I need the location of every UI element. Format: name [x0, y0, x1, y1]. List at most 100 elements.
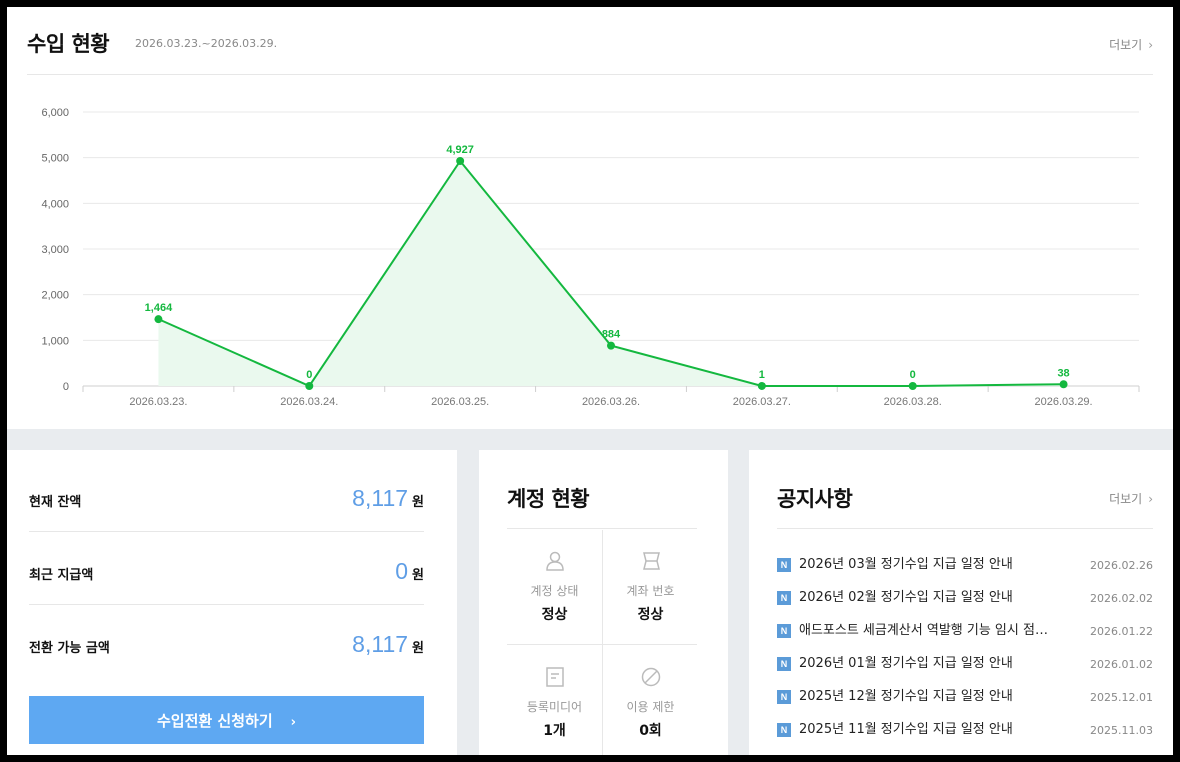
account-cell-label: 이용 제한: [626, 700, 675, 714]
account-cell-label: 계정 상태: [530, 584, 579, 598]
x-tick-label: 2026.03.26.: [582, 396, 640, 408]
card-icon: [642, 552, 660, 570]
x-tick-label: 2026.03.28.: [884, 396, 942, 408]
notice-date: 2026.02.26: [1090, 559, 1153, 572]
notice-more-link[interactable]: 더보기 ›: [1109, 490, 1153, 507]
prohibited-icon: [641, 667, 660, 687]
more-label: 더보기: [1109, 38, 1143, 52]
divider: [27, 74, 1153, 75]
notice-text: 2026년 03월 정기수입 지급 일정 안내: [799, 557, 1013, 572]
x-tick-label: 2026.03.25.: [431, 396, 489, 408]
data-label: 38: [1057, 367, 1069, 379]
balance-row-current: 현재 잔액 8,117 원: [29, 459, 424, 532]
balance-unit: 원: [412, 568, 424, 583]
account-cell-status: 계정 상태 정상: [507, 530, 602, 645]
balance-value: 8,117: [352, 631, 409, 657]
chevron-right-icon: ›: [290, 714, 296, 730]
y-tick-label: 5,000: [41, 153, 69, 165]
divider: [777, 528, 1153, 529]
y-tick-label: 3,000: [41, 244, 69, 256]
balance-unit: 원: [412, 641, 424, 656]
account-cell-value: 정상: [637, 607, 664, 623]
convert-revenue-button[interactable]: 수입전환 신청하기 ›: [29, 696, 424, 744]
data-label: 4,927: [446, 144, 474, 156]
account-cell-label: 계좌 번호: [626, 584, 675, 598]
y-tick-label: 2,000: [41, 290, 69, 302]
user-icon: [545, 551, 564, 571]
balance-label: 전환 가능 금액: [29, 641, 110, 656]
data-point: [456, 157, 465, 166]
account-cell-value: 정상: [541, 607, 568, 623]
balance-row-convertible: 전환 가능 금액 8,117 원: [29, 605, 424, 678]
balance-label: 현재 잔액: [29, 495, 82, 510]
notice-date: 2025.11.03: [1090, 724, 1153, 737]
account-cell-label: 등록미디어: [526, 700, 583, 714]
data-label: 884: [602, 329, 621, 341]
notice-item[interactable]: N 애드포스트 세금계산서 역발행 기능 임시 점… 2026.01.22: [777, 621, 1153, 641]
balance-unit: 원: [412, 495, 424, 510]
new-badge: N: [777, 624, 791, 638]
y-tick-label: 6,000: [41, 107, 69, 119]
x-tick-label: 2026.03.24.: [280, 396, 338, 408]
document-icon: [545, 667, 564, 687]
notice-date: 2026.02.02: [1090, 592, 1153, 605]
data-point: [1059, 380, 1068, 389]
account-cell-bank-account: 계좌 번호 정상: [603, 530, 698, 645]
revenue-chart: 0 1,000 2,000 3,000 4,000 5,000 6,000 2026.03.2…: [41, 107, 1140, 408]
account-cell-media: 등록미디어 1개: [507, 646, 602, 755]
y-tick-label: 4,000: [41, 198, 69, 210]
account-cell-value: 0회: [639, 723, 662, 739]
new-badge: N: [777, 657, 791, 671]
data-point: [757, 381, 766, 390]
data-point: [305, 382, 314, 390]
notice-title: 공지사항: [777, 487, 853, 511]
new-badge: N: [777, 558, 791, 572]
y-tick-label: 0: [63, 381, 69, 393]
convert-button-label: 수입전환 신청하기: [157, 711, 273, 730]
notice-text: 2025년 12월 정기수입 지급 일정 안내: [799, 689, 1013, 704]
chevron-right-icon: ›: [1148, 38, 1153, 52]
data-label: 1,464: [145, 302, 173, 314]
data-label: 0: [306, 369, 312, 381]
revenue-period: 2026.03.23.~2026.03.29.: [135, 37, 278, 50]
revenue-more-link[interactable]: 더보기 ›: [1109, 36, 1153, 53]
chevron-right-icon: ›: [1148, 492, 1153, 506]
account-cell-value: 1개: [543, 723, 566, 739]
data-point: [154, 315, 163, 324]
notice-text: 애드포스트 세금계산서 역발행 기능 임시 점…: [799, 623, 1048, 638]
series-area: [158, 161, 1064, 386]
notice-text: 2026년 02월 정기수입 지급 일정 안내: [799, 590, 1013, 605]
divider: [507, 644, 697, 645]
notice-date: 2026.01.02: [1090, 658, 1153, 671]
data-label: 0: [910, 369, 916, 381]
dashboard: 수입 현황 2026.03.23.~2026.03.29. 더보기 › 0 1,00…: [7, 7, 1173, 755]
balance-value: 0: [395, 558, 409, 584]
new-badge: N: [777, 591, 791, 605]
data-point: [607, 341, 615, 350]
y-tick-label: 1,000: [41, 335, 69, 347]
revenue-title: 수입 현황: [27, 32, 110, 56]
account-card: 계정 현황 계정 상태 정상 계좌 번호 정상: [479, 450, 728, 755]
data-point: [908, 382, 917, 390]
divider: [507, 528, 697, 529]
notice-item[interactable]: N 2026년 01월 정기수입 지급 일정 안내 2026.01.02: [777, 654, 1153, 674]
notice-item[interactable]: N 2025년 11월 정기수입 지급 일정 안내 2025.11.03: [777, 720, 1153, 740]
x-tick-label: 2026.03.29.: [1035, 396, 1093, 408]
notice-item[interactable]: N 2026년 02월 정기수입 지급 일정 안내 2026.02.02: [777, 588, 1153, 608]
notice-item[interactable]: N 2026년 03월 정기수입 지급 일정 안내 2026.02.26: [777, 555, 1153, 575]
new-badge: N: [777, 690, 791, 704]
new-badge: N: [777, 723, 791, 737]
notice-item[interactable]: N 2025년 12월 정기수입 지급 일정 안내 2025.12.01: [777, 687, 1153, 707]
notice-text: 2026년 01월 정기수입 지급 일정 안내: [799, 656, 1013, 671]
more-label: 더보기: [1109, 492, 1143, 506]
x-tick-label: 2026.03.27.: [733, 396, 791, 408]
notice-card: 공지사항 더보기 › N 2026년 03월 정기수입 지급 일정 안내 2026…: [749, 450, 1173, 755]
notice-date: 2026.01.22: [1090, 625, 1153, 638]
account-title: 계정 현황: [507, 487, 590, 511]
data-label: 1: [759, 369, 765, 381]
notice-text: 2025년 11월 정기수입 지급 일정 안내: [799, 722, 1013, 737]
x-tick-label: 2026.03.23.: [129, 396, 187, 408]
revenue-card: 수입 현황 2026.03.23.~2026.03.29. 더보기 › 0 1,00…: [7, 7, 1173, 429]
